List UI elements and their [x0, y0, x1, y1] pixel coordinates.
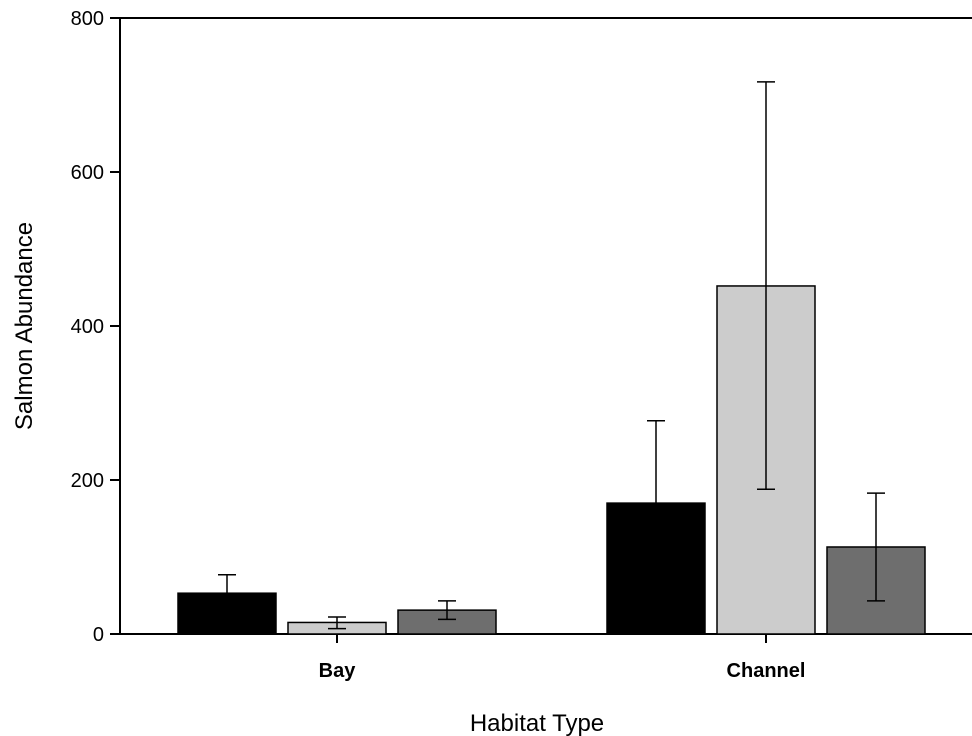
y-tick-label: 600	[71, 162, 104, 184]
x-axis-label: Habitat Type	[470, 710, 604, 736]
bar-channel-series-1	[606, 502, 706, 635]
y-tick-label: 400	[71, 316, 104, 338]
y-tick-label: 200	[71, 470, 104, 492]
bars	[177, 285, 926, 635]
plot-area	[119, 17, 972, 635]
x-tick-label: Channel	[727, 660, 806, 682]
y-axis-label: Salmon Abundance	[11, 222, 38, 430]
y-tick-label: 0	[93, 624, 104, 646]
x-axis-ticks: Bay Channel	[319, 634, 806, 682]
x-tick-label: Bay	[319, 660, 357, 682]
y-axis-ticks: 0 200 400 600 800	[71, 8, 120, 646]
error-bars	[218, 81, 885, 630]
bar-bay-series-1	[177, 592, 277, 635]
y-tick-label: 800	[71, 8, 104, 30]
